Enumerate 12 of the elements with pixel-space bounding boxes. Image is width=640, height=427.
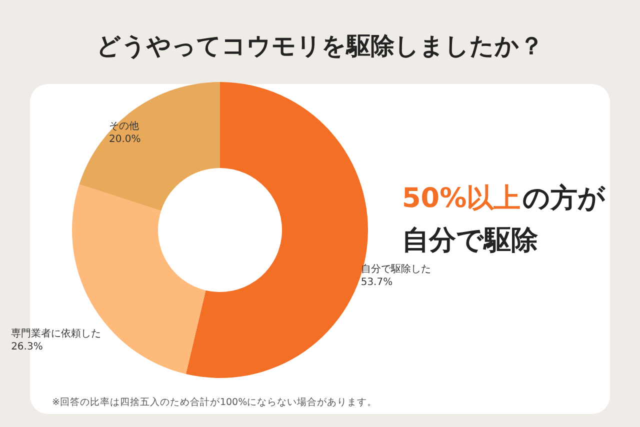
text: ※回答の比率は四捨五入のため合計が100%にならない場合があります。 [52, 396, 378, 408]
data-label: 20.0% [109, 134, 141, 145]
slice-label: 専門業者に依頼した [11, 327, 102, 340]
text: 50%以上 [402, 183, 521, 214]
data-label: 26.3% [11, 341, 43, 352]
text: の方が [522, 183, 607, 214]
text: 自分で駆除 [402, 225, 539, 256]
donut-slice [72, 184, 206, 374]
slice-label: 自分で駆除した [360, 262, 431, 275]
data-label: 53.7% [360, 276, 393, 288]
chart-title: どうやってコウモリを駆除しましたか？ [96, 32, 544, 60]
donut-slice [79, 82, 220, 211]
